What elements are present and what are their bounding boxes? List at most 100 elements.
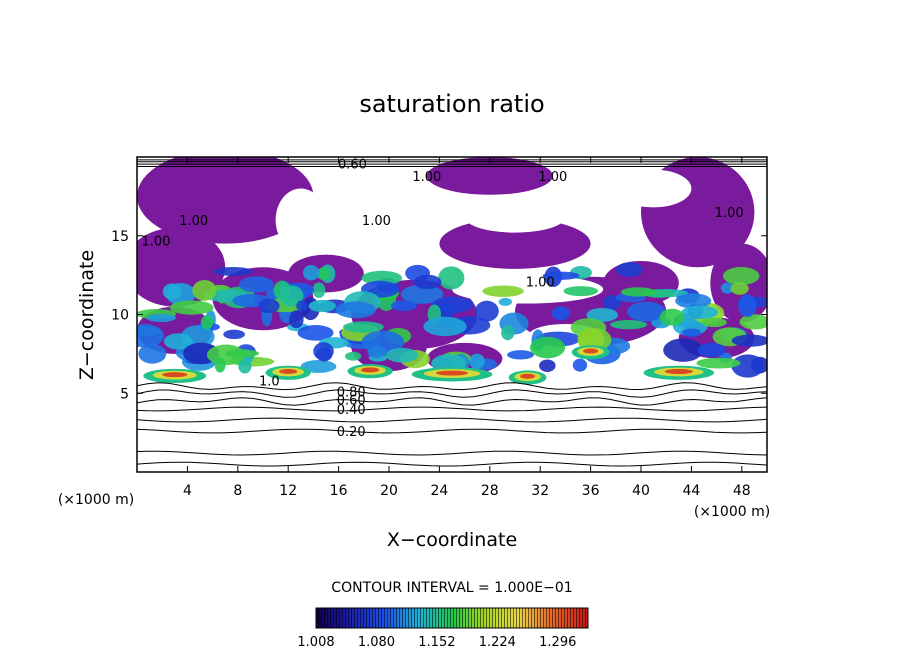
core-inner-4 bbox=[664, 368, 693, 375]
cell-147 bbox=[296, 300, 308, 312]
cell-67 bbox=[663, 338, 703, 362]
cell-101 bbox=[137, 323, 165, 348]
cell-122 bbox=[258, 298, 280, 314]
contour-label-10: 0.40 bbox=[337, 403, 366, 418]
cell-87 bbox=[501, 325, 515, 341]
core-inner-5 bbox=[583, 348, 599, 354]
cell-59 bbox=[701, 317, 727, 328]
cell-51 bbox=[720, 282, 734, 294]
x-tick-label-3: 16 bbox=[330, 483, 348, 499]
cell-92 bbox=[539, 359, 556, 372]
saturation-field bbox=[137, 157, 767, 385]
colorbar-tick-label-4: 1.296 bbox=[539, 635, 576, 650]
cell-84 bbox=[730, 282, 749, 295]
core-inner-2 bbox=[361, 367, 380, 373]
cell-126 bbox=[342, 321, 384, 333]
y-tick-label-1: 10 bbox=[111, 308, 129, 324]
cell-97 bbox=[138, 343, 167, 364]
contour-label-5: 1.00 bbox=[362, 214, 391, 229]
x-tick-label-6: 28 bbox=[481, 483, 499, 499]
cell-148 bbox=[303, 264, 320, 281]
cell-117 bbox=[731, 334, 767, 347]
contour-label-3: 1.00 bbox=[179, 214, 208, 229]
purple-region-0 bbox=[137, 157, 314, 244]
cell-15 bbox=[722, 266, 760, 285]
cell-121 bbox=[225, 349, 260, 358]
colorbar-hatch bbox=[316, 608, 588, 628]
cell-130 bbox=[620, 287, 656, 297]
gap-region-2 bbox=[464, 201, 566, 233]
z-unit-label: (×1000 m) bbox=[58, 492, 134, 508]
cell-149 bbox=[577, 328, 605, 352]
cell-142 bbox=[214, 357, 226, 373]
purple-region-8 bbox=[439, 218, 591, 269]
core-inner-3 bbox=[435, 370, 469, 376]
contour-labels: 0.601.00 1.001.001.001.001.001.000.800.60… bbox=[141, 157, 743, 440]
colorbar-tick-label-3: 1.224 bbox=[479, 635, 516, 650]
cell-89 bbox=[738, 294, 757, 318]
colorbar-tick-label-1: 1.080 bbox=[358, 635, 395, 650]
cell-110 bbox=[169, 300, 214, 315]
cell-136 bbox=[659, 308, 685, 326]
cell-81 bbox=[300, 360, 337, 373]
cell-133 bbox=[335, 301, 376, 319]
contour-label-9: 0.60 bbox=[337, 394, 366, 409]
y-axis-label: Z−coordinate bbox=[76, 250, 98, 380]
gap-region-1 bbox=[275, 188, 326, 252]
chart-title: saturation ratio bbox=[359, 90, 544, 118]
cell-72 bbox=[163, 333, 193, 350]
cell-113 bbox=[529, 336, 566, 359]
x-unit-label: (×1000 m) bbox=[694, 504, 770, 520]
cell-127 bbox=[213, 267, 253, 276]
cell-85 bbox=[361, 270, 403, 286]
cell-106 bbox=[367, 346, 387, 358]
cell-83 bbox=[610, 320, 648, 330]
cell-108 bbox=[345, 351, 362, 361]
contour-line-5 bbox=[137, 397, 767, 406]
contour-label-11: 0.20 bbox=[337, 425, 366, 440]
core-inner-0 bbox=[162, 372, 188, 378]
contour-label-4: 1.00 bbox=[141, 234, 170, 249]
contour-label-12: 1.0 bbox=[259, 375, 280, 390]
cell-28 bbox=[400, 284, 444, 304]
colorbar-ticks: 1.008 1.080 1.152 1.224 1.296 bbox=[297, 635, 576, 650]
cell-90 bbox=[279, 285, 304, 307]
cell-2 bbox=[312, 282, 326, 299]
colorbar-frame bbox=[315, 607, 589, 629]
cell-74 bbox=[223, 329, 245, 340]
cell-143 bbox=[316, 267, 331, 281]
gap-region-3 bbox=[615, 169, 692, 208]
contour-line-4 bbox=[137, 406, 767, 412]
x-tick-label-2: 12 bbox=[279, 483, 297, 499]
core-inner-1 bbox=[279, 368, 298, 375]
x-axis-ticks: 4 8 12 16 20 24 28 32 36 40 44 48 bbox=[183, 157, 751, 499]
core-inner-6 bbox=[520, 373, 536, 379]
x-tick-label-10: 44 bbox=[682, 483, 700, 499]
cell-33 bbox=[438, 266, 465, 290]
cell-82 bbox=[146, 313, 176, 323]
plot-area: 0.601.00 1.001.001.001.001.001.000.800.60… bbox=[111, 156, 768, 499]
cell-60 bbox=[682, 328, 702, 338]
x-axis-label: X−coordinate bbox=[387, 529, 517, 551]
colorbar: 1.008 1.080 1.152 1.224 1.296 bbox=[297, 607, 589, 650]
cell-112 bbox=[289, 310, 304, 329]
x-tick-label-9: 40 bbox=[632, 483, 650, 499]
x-tick-label-0: 4 bbox=[183, 483, 192, 499]
x-tick-label-4: 20 bbox=[380, 483, 398, 499]
y-axis-ticks: 5 10 15 bbox=[111, 229, 767, 402]
y-tick-label-2: 15 bbox=[111, 229, 129, 245]
cell-141 bbox=[696, 357, 741, 369]
contour-line-0 bbox=[137, 461, 767, 467]
contour-label-0: 0.60 bbox=[338, 157, 367, 172]
y-tick-label-0: 5 bbox=[120, 386, 129, 402]
cell-129 bbox=[697, 342, 726, 358]
x-tick-label-8: 36 bbox=[582, 483, 600, 499]
cell-132 bbox=[542, 271, 580, 280]
contour-line-3 bbox=[137, 417, 767, 423]
cell-138 bbox=[192, 279, 217, 301]
contour-label-8: 0.80 bbox=[337, 386, 366, 401]
x-tick-label-11: 48 bbox=[733, 483, 751, 499]
cell-134 bbox=[313, 342, 334, 361]
cell-135 bbox=[563, 286, 599, 297]
